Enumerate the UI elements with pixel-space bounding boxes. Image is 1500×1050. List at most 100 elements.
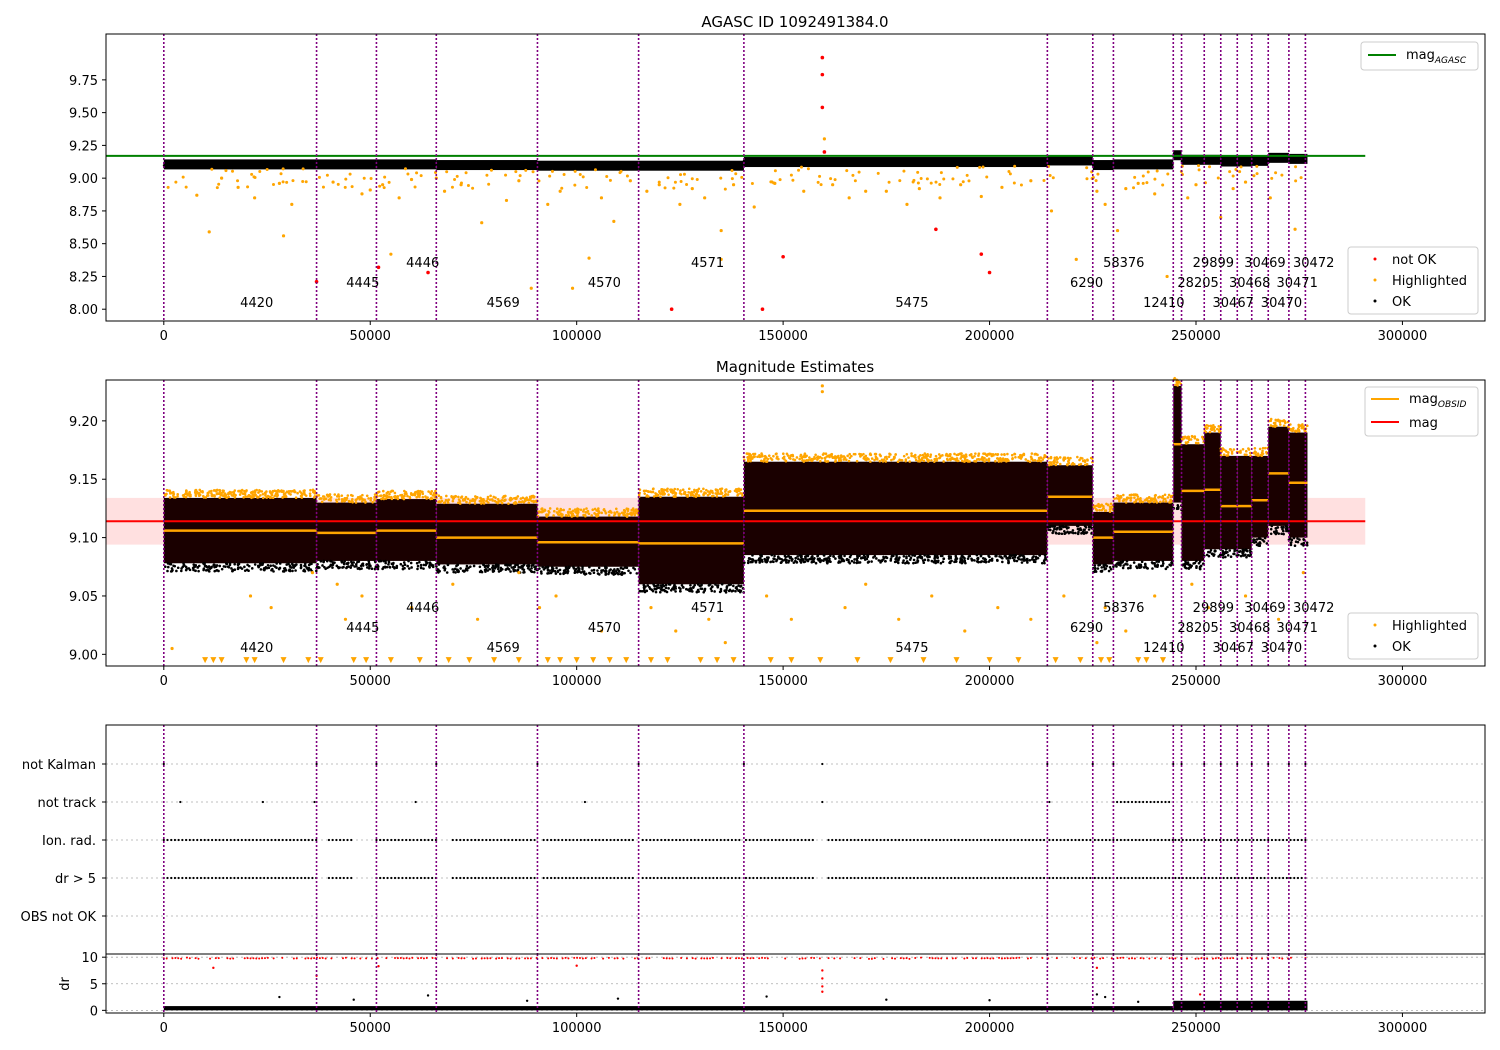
highlighted-point <box>445 170 449 174</box>
ok-point <box>621 567 625 570</box>
ok-point <box>494 566 497 569</box>
ok-point <box>930 559 934 563</box>
ok-point <box>451 568 454 571</box>
highlighted-point <box>736 493 740 496</box>
ok-point <box>931 162 935 165</box>
ok-point <box>1027 160 1031 163</box>
highlighted-point <box>480 499 483 503</box>
highlighted-point <box>1196 438 1200 442</box>
x-tick-label: 50000 <box>350 329 391 344</box>
highlighted-point <box>496 501 500 505</box>
ok-point <box>806 554 810 558</box>
ok-point <box>275 562 278 565</box>
highlighted-point <box>1299 176 1303 180</box>
highlighted-point <box>455 174 459 178</box>
ok-point <box>965 161 968 165</box>
highlighted-point <box>852 452 856 456</box>
highlighted-point <box>564 514 568 517</box>
panel1-title: AGASC ID 1092491384.0 <box>701 13 888 31</box>
highlighted-point <box>1085 166 1089 170</box>
highlighted-point <box>260 490 264 493</box>
ok-point <box>288 568 291 571</box>
highlighted-point <box>331 180 335 184</box>
ok-point <box>324 567 327 571</box>
highlighted-point <box>985 458 988 462</box>
ok-point <box>341 164 345 167</box>
highlighted-point <box>313 492 317 495</box>
ok-point <box>877 161 880 165</box>
ok-point <box>1226 553 1230 557</box>
highlighted-point <box>324 497 328 501</box>
ok-point <box>385 164 389 168</box>
agasc-magnitude-panel: AGASC ID 1092491384.0 442044454446456945… <box>69 13 1486 344</box>
highlighted-point <box>599 196 604 200</box>
highlighted-point <box>831 183 835 187</box>
highlighted-point <box>855 459 859 463</box>
highlighted-point <box>593 512 596 515</box>
ok-point <box>905 161 908 165</box>
ok-point <box>251 163 254 167</box>
ok-point <box>445 164 448 167</box>
highlighted-point <box>922 459 926 463</box>
ok-point <box>1140 560 1144 564</box>
ok-point <box>203 561 206 565</box>
ok-point <box>541 565 545 569</box>
ok-point <box>198 165 202 169</box>
highlighted-point <box>746 452 750 455</box>
ok-point <box>1084 531 1088 535</box>
ok-point <box>681 586 685 589</box>
highlighted-point <box>824 452 828 456</box>
highlighted-point <box>1230 450 1234 453</box>
ok-point <box>936 554 939 558</box>
ok-point <box>288 161 291 164</box>
highlighted-point <box>614 507 618 511</box>
ok-point <box>472 564 476 568</box>
highlighted-point <box>457 495 460 499</box>
highlighted-point <box>273 489 276 493</box>
ok-point <box>592 568 596 572</box>
ok-point <box>251 161 255 165</box>
ok-point <box>443 568 447 572</box>
highlighted-point <box>487 501 490 504</box>
ok-point <box>1013 554 1017 558</box>
highlighted-point <box>937 453 941 456</box>
highlighted-point <box>261 496 265 500</box>
highlighted-point <box>165 492 168 496</box>
highlighted-point <box>1147 495 1151 499</box>
ok-point <box>1151 567 1154 570</box>
ok-point <box>272 564 275 567</box>
ok-point <box>308 163 311 167</box>
highlighted-point <box>1256 452 1260 456</box>
ok-point <box>431 565 435 569</box>
highlighted-point <box>626 507 630 511</box>
highlighted-point <box>1085 462 1089 466</box>
ok-point <box>573 571 577 575</box>
highlighted-point <box>166 185 170 189</box>
ok-point <box>961 555 965 559</box>
highlighted-point <box>168 490 172 493</box>
ok-point <box>916 556 919 559</box>
ok-point <box>869 159 873 162</box>
ok-point <box>963 159 967 163</box>
highlighted-point <box>271 496 275 500</box>
ok-point <box>742 159 746 162</box>
ok-point <box>685 587 688 591</box>
ok-point <box>270 163 274 167</box>
highlighted-point <box>350 185 354 189</box>
ok-point <box>1239 554 1243 558</box>
ok-point <box>855 559 859 562</box>
ok-point <box>224 562 228 565</box>
ok-point <box>823 159 826 163</box>
ok-point <box>987 161 990 165</box>
highlighted-point <box>981 165 985 169</box>
ok-point <box>482 563 485 566</box>
ok-point <box>387 563 390 566</box>
highlighted-point <box>232 490 236 494</box>
highlighted-point <box>532 500 536 504</box>
highlighted-point <box>864 189 868 193</box>
ok-point <box>1224 548 1228 551</box>
highlighted-point <box>893 455 896 459</box>
highlighted-point <box>243 489 246 493</box>
ok-point <box>1094 570 1098 573</box>
ok-point <box>953 160 956 164</box>
